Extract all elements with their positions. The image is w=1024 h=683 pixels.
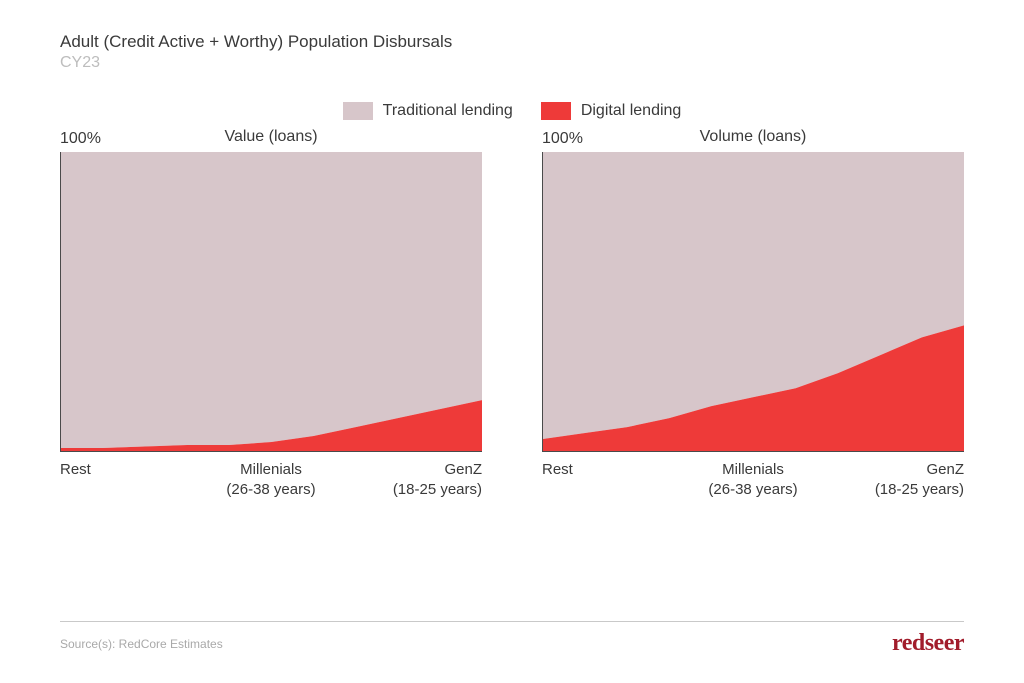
source-text: Source(s): RedCore Estimates (60, 637, 223, 651)
chart-value-title: Value (loans) (224, 128, 317, 146)
xaxis-tick: Rest (542, 460, 683, 499)
chart-volume-title: Volume (loans) (700, 128, 807, 146)
chart-value-xaxis: Rest Millenials (26-38 years) GenZ (18-2… (60, 460, 482, 499)
chart-volume: Volume (loans) 100% Rest Millenials (542, 128, 964, 499)
legend-item-digital: Digital lending (541, 102, 682, 120)
chart-volume-plot (542, 152, 964, 452)
xaxis-tick: Rest (60, 460, 201, 499)
charts-row: Value (loans) 100% Rest Millenials (60, 128, 964, 499)
legend-label-digital: Digital lending (581, 102, 682, 120)
page-title: Adult (Credit Active + Worthy) Populatio… (60, 32, 964, 52)
chart-volume-svg (543, 152, 964, 451)
chart-value-frame: 100% Rest Millenials (26-38 years) (60, 152, 482, 499)
title-block: Adult (Credit Active + Worthy) Populatio… (60, 32, 964, 72)
chart-value-plot (60, 152, 482, 452)
footer: Source(s): RedCore Estimates redseer (60, 621, 964, 657)
chart-value: Value (loans) 100% Rest Millenials (60, 128, 482, 499)
figure-canvas: Adult (Credit Active + Worthy) Populatio… (0, 0, 1024, 683)
legend-swatch-traditional (343, 102, 373, 120)
legend: Traditional lending Digital lending (60, 102, 964, 120)
xaxis-tick: GenZ (18-25 years) (823, 460, 964, 499)
area-traditional (61, 152, 482, 448)
chart-value-svg (61, 152, 482, 451)
chart-volume-ylabel: 100% (542, 130, 583, 148)
page-subtitle: CY23 (60, 54, 964, 72)
brand-logo: redseer (892, 630, 964, 657)
legend-swatch-digital (541, 102, 571, 120)
xaxis-tick: Millenials (26-38 years) (201, 460, 342, 499)
chart-volume-xaxis: Rest Millenials (26-38 years) GenZ (18-2… (542, 460, 964, 499)
xaxis-tick: GenZ (18-25 years) (341, 460, 482, 499)
legend-label-traditional: Traditional lending (383, 102, 513, 120)
chart-volume-frame: 100% Rest Millenials (26-38 years) (542, 152, 964, 499)
chart-value-ylabel: 100% (60, 130, 101, 148)
xaxis-tick: Millenials (26-38 years) (683, 460, 824, 499)
legend-item-traditional: Traditional lending (343, 102, 513, 120)
